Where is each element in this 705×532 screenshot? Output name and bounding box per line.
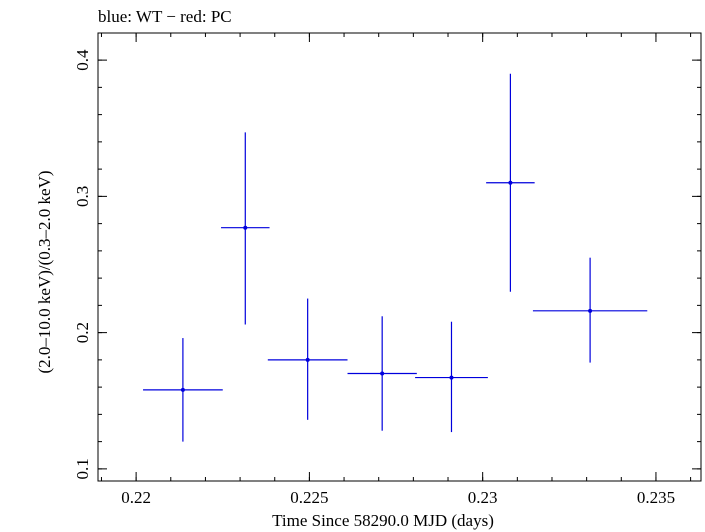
y-axis-label: (2.0–10.0 keV)/(0.3–2.0 keV)	[35, 170, 54, 373]
data-point	[347, 316, 417, 431]
x-axis-label: Time Since 58290.0 MJD (days)	[272, 511, 494, 530]
x-axis: 0.22 0.225 0.23 0.235	[100, 33, 692, 507]
data-point	[221, 132, 270, 325]
data-point	[267, 298, 348, 420]
point-marker	[305, 357, 310, 362]
point-marker	[588, 308, 593, 313]
x-tick-label: 0.23	[468, 488, 498, 507]
y-tick-label: 0.3	[73, 186, 92, 207]
data-point	[532, 257, 648, 363]
data-point	[415, 321, 488, 433]
y-tick-label: 0.1	[73, 458, 92, 479]
data-point	[143, 338, 223, 442]
x-tick-label: 0.22	[121, 488, 151, 507]
data-point	[486, 73, 535, 292]
plot-frame	[97, 32, 702, 482]
point-marker	[508, 180, 513, 185]
x-tick-label: 0.225	[290, 488, 328, 507]
data-series	[143, 73, 648, 442]
point-marker	[180, 387, 185, 392]
x-tick-label: 0.235	[637, 488, 675, 507]
chart-title: blue: WT − red: PC	[98, 7, 232, 26]
point-marker	[449, 375, 454, 380]
y-tick-label: 0.2	[73, 322, 92, 343]
y-axis: 0.1 0.2 0.3 0.4	[73, 49, 701, 479]
y-tick-label: 0.4	[73, 49, 92, 71]
point-marker	[380, 371, 385, 376]
point-marker	[243, 225, 248, 230]
